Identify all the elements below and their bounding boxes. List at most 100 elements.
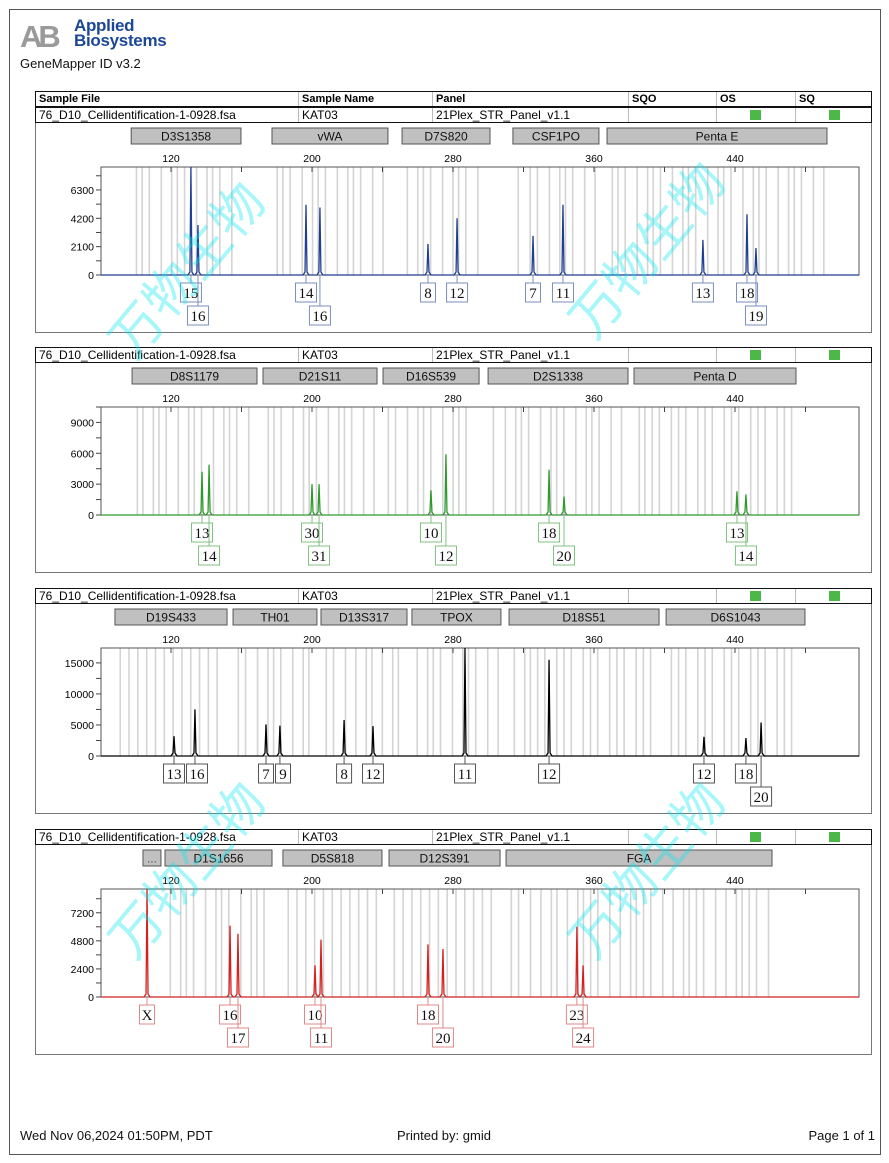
sample-row: 76_D10_Cellidentification-1-0928.fsa KAT0… <box>35 829 872 845</box>
allele-label: 24 <box>576 1031 592 1047</box>
cell-sample-file: 76_D10_Cellidentification-1-0928.fsa <box>36 348 299 362</box>
allele-label: 18 <box>739 286 754 302</box>
allele-label-box <box>565 1004 588 1025</box>
x-tick-label: 440 <box>726 393 744 405</box>
locus-label: Penta E <box>696 130 739 144</box>
allele-label-box <box>434 545 457 566</box>
allele-label: 18 <box>420 1008 435 1024</box>
x-tick-label: 440 <box>726 634 744 646</box>
allele-label: 12 <box>438 549 453 565</box>
y-tick-label: 5000 <box>71 720 95 732</box>
allele-label-box <box>162 763 185 784</box>
allele-label: 17 <box>230 1031 246 1047</box>
cell-os <box>717 589 796 603</box>
cell-sqo <box>629 830 717 844</box>
x-tick-label: 440 <box>726 875 744 887</box>
locus-bar <box>401 127 491 145</box>
locus-label: D5S818 <box>311 852 355 866</box>
x-tick-label: 360 <box>585 634 603 646</box>
locus-bar <box>130 127 242 145</box>
allele-label-box <box>257 763 274 784</box>
header-sq: SQ <box>799 93 815 105</box>
electropherogram-panel: 76_D10_Cellidentification-1-0928.fsa KAT0… <box>35 347 872 573</box>
allele-label: 7 <box>262 767 270 783</box>
allele-label: 16 <box>190 309 206 325</box>
locus-bar <box>320 608 408 626</box>
os-status-indicator <box>750 832 761 842</box>
locus-bar <box>282 849 383 867</box>
signal-trace <box>101 166 859 276</box>
allele-label-box <box>336 763 353 784</box>
brand-name: Applied Biosystems <box>74 16 167 50</box>
allele-label-box <box>572 1027 595 1048</box>
cell-panel: 21Plex_STR_Panel_v1.1 <box>433 589 629 603</box>
locus-bar <box>487 367 629 385</box>
allele-label-box <box>416 1004 439 1025</box>
allele-label-box <box>453 763 476 784</box>
cell-sq <box>796 348 871 362</box>
locus-bar <box>262 367 378 385</box>
cell-panel: 21Plex_STR_Panel_v1.1 <box>433 348 629 362</box>
x-tick-label: 360 <box>585 393 603 405</box>
cell-os <box>717 348 796 362</box>
y-tick-label: 9000 <box>71 417 95 429</box>
plot-area <box>100 166 860 276</box>
x-tick-label: 200 <box>303 393 321 405</box>
x-tick-label: 280 <box>444 393 462 405</box>
page-border <box>9 9 881 1155</box>
brand-line-2: Biosystems <box>74 31 167 50</box>
allele-label-box <box>274 763 291 784</box>
locus-label: vWA <box>318 130 343 144</box>
allele-label-box <box>191 522 214 543</box>
locus-bar <box>388 849 501 867</box>
locus-label: Penta D <box>693 370 737 384</box>
cell-sq <box>796 589 871 603</box>
allele-label: 13 <box>695 286 710 302</box>
os-status-indicator <box>750 591 761 601</box>
allele-label: 16 <box>312 309 328 325</box>
allele-label-box <box>295 282 318 303</box>
allele-label: 10 <box>307 1008 322 1024</box>
locus-label: D12S391 <box>420 852 470 866</box>
allele-label-box <box>139 1004 156 1025</box>
allele-label: 12 <box>696 767 711 783</box>
allele-label-box <box>538 763 561 784</box>
allele-label-box <box>219 1004 242 1025</box>
x-tick-label: 360 <box>585 153 603 165</box>
sample-row: 76_D10_Cellidentification-1-0928.fsa KAT0… <box>35 107 872 123</box>
locus-label: ... <box>147 852 157 866</box>
y-tick-label: 4200 <box>71 213 95 225</box>
signal-trace <box>101 889 859 998</box>
header-sample-file: Sample File <box>36 92 299 106</box>
allele-label: 13 <box>195 526 210 542</box>
locus-bar <box>606 127 828 145</box>
y-tick-label: 0 <box>88 751 94 763</box>
electropherogram-panel: 76_D10_Cellidentification-1-0928.fsa KAT0… <box>35 588 872 814</box>
applied-biosystems-logo: AB <box>20 20 63 50</box>
allele-label-box <box>419 282 436 303</box>
sq-status-indicator <box>829 591 840 601</box>
allele-label-box <box>525 282 542 303</box>
brand-line-1: Applied <box>74 16 135 35</box>
allele-label-box <box>198 545 221 566</box>
allele-label: 16 <box>223 1008 239 1024</box>
plot-area <box>100 888 860 998</box>
locus-bar <box>271 127 389 145</box>
allele-label-box <box>734 763 757 784</box>
cell-sample-file: 76_D10_Cellidentification-1-0928.fsa <box>36 830 299 844</box>
locus-label: TPOX <box>440 611 473 625</box>
locus-label: D13S317 <box>339 611 389 625</box>
y-tick-label: 6000 <box>71 448 95 460</box>
allele-label-box <box>734 545 757 566</box>
sample-row: 76_D10_Cellidentification-1-0928.fsa KAT0… <box>35 347 872 363</box>
page-number: Page 1 of 1 <box>808 1128 876 1143</box>
allele-label-box <box>735 282 758 303</box>
os-status-indicator <box>750 350 761 360</box>
cell-sample-file: 76_D10_Cellidentification-1-0928.fsa <box>36 108 299 122</box>
locus-label: D18S51 <box>562 611 606 625</box>
locus-bar <box>665 608 806 626</box>
allele-label-box <box>179 282 202 303</box>
